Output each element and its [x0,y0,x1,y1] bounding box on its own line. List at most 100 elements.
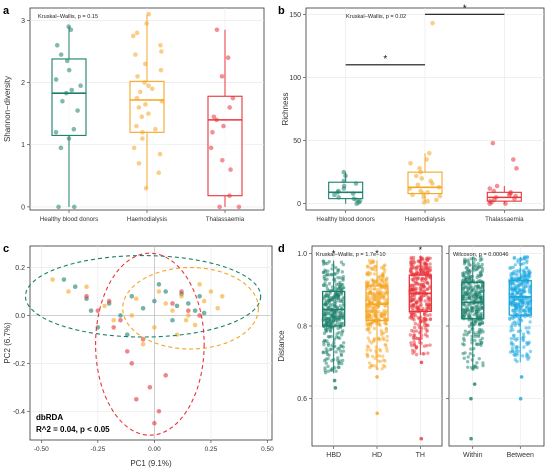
box-body [129,80,165,133]
data-point [153,126,158,132]
data-point [54,42,60,48]
data-point [527,289,531,293]
data-point [477,265,481,269]
data-point [522,309,527,313]
data-point [523,299,528,303]
data-point [462,262,467,266]
data-point [328,326,332,330]
data-point [420,270,425,275]
data-point [136,161,142,166]
xtick-label: 0.00 [148,446,161,453]
data-point [420,278,424,283]
outlier-point [333,386,338,390]
data-point [509,340,514,345]
data-point [473,284,478,288]
data-point [372,326,377,331]
data-point [490,140,496,146]
data-point [377,297,382,302]
data-point [331,263,335,267]
data-point [412,340,416,344]
data-point [336,356,340,360]
xtick-label: HBD [326,452,341,459]
data-point [425,313,430,318]
scatter-point [197,293,202,299]
data-point [475,342,480,347]
scatter-point [156,408,162,414]
panel-a-ytick-label: 0 [21,204,25,211]
data-point [409,341,413,345]
data-point [416,271,420,275]
data-point [487,186,493,191]
data-point [519,306,523,310]
data-point [326,341,330,346]
data-point [375,311,379,316]
panel-letter: b [278,5,285,17]
data-point [323,302,328,306]
data-point [370,267,374,271]
data-point [63,90,69,96]
panel-c-ytick-label: -0.2 [13,361,25,368]
data-point [508,266,512,270]
y-axis-title: Richness [281,93,290,126]
data-point [473,322,477,326]
scatter-point [72,284,78,290]
data-point [470,340,474,345]
data-point [53,77,59,82]
data-point [481,361,485,365]
scatter-point [84,284,89,290]
box-outline [461,281,485,320]
data-point [474,297,478,301]
data-point [411,260,415,264]
data-point [340,361,344,366]
data-point [133,52,138,57]
data-point [419,300,423,305]
data-point [333,286,338,290]
data-point [426,296,430,300]
data-point [322,342,326,347]
data-point [382,337,386,342]
data-point [513,358,517,362]
data-point [134,123,139,129]
data-point [323,368,327,373]
outlier-point [518,396,523,401]
outlier-point [375,375,379,379]
data-point [341,186,347,191]
stat-test-label: Kruskal−Wallis, p = 1.7e−10 [316,252,386,258]
group-ellipse [24,255,262,338]
data-point [419,294,423,298]
data-point [422,312,427,316]
data-point [417,166,422,171]
data-point [69,87,75,93]
data-point [437,193,443,199]
data-point [461,286,466,291]
data-point [428,343,432,347]
outlier-point [419,436,424,441]
data-point [146,111,151,116]
panel-d-left-ytick-label: 0.6 [297,396,307,403]
data-point [434,197,439,203]
data-point [461,289,465,293]
data-point [381,331,386,335]
data-point [372,259,376,264]
data-point [423,266,427,270]
data-point [375,288,379,292]
data-point [466,258,470,262]
outlier-point [419,360,424,365]
data-point [333,291,338,295]
data-point [511,316,515,321]
panel-a-ytick-label: 3 [21,18,25,25]
data-point [341,341,346,345]
data-point [64,58,70,64]
data-point [478,255,483,259]
data-point [471,327,475,331]
data-point [375,366,379,371]
data-point [426,323,430,328]
data-point [519,272,524,277]
data-point [462,332,466,337]
stat-test-label: Kruskal−Wallis, p = 0.02 [346,14,406,20]
data-point [333,272,337,277]
data-point [334,318,338,323]
data-point [477,356,481,361]
data-point [149,86,155,92]
data-point [469,305,474,309]
